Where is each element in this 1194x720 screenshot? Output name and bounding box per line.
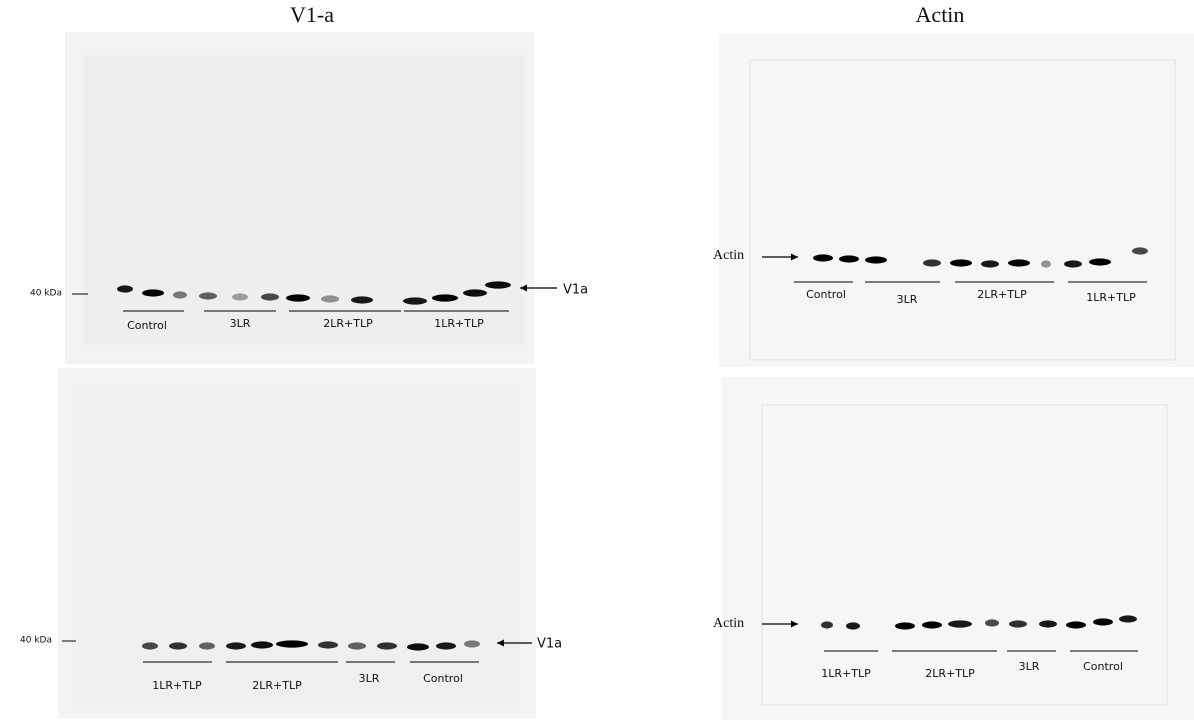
group-label: 1LR+TLP (1086, 291, 1136, 304)
target-label: Actin (713, 248, 744, 263)
group-label: Control (127, 319, 167, 332)
protein-band (251, 641, 273, 649)
protein-band (351, 296, 373, 304)
group-label: 1LR+TLP (434, 317, 484, 330)
protein-band (948, 620, 972, 628)
protein-band (169, 642, 187, 650)
protein-band (895, 622, 915, 630)
group-label: 2LR+TLP (977, 288, 1027, 301)
target-label: Actin (713, 616, 744, 631)
protein-band (199, 642, 215, 650)
protein-band (985, 619, 999, 627)
protein-band (436, 642, 456, 650)
group-label: 1LR+TLP (152, 679, 202, 692)
protein-band (432, 294, 458, 302)
protein-band (1039, 620, 1057, 628)
protein-band (142, 289, 164, 297)
group-label: 2LR+TLP (323, 317, 373, 330)
protein-band (1009, 620, 1027, 628)
protein-band (1093, 618, 1113, 626)
group-label: 3LR (359, 672, 380, 685)
protein-band (1089, 258, 1111, 266)
blot-membrane (722, 377, 1194, 720)
protein-band (464, 640, 480, 648)
group-label: 3LR (230, 317, 251, 330)
protein-band (1041, 260, 1051, 268)
blot-edge (761, 404, 1168, 706)
group-label: 3LR (897, 293, 918, 306)
protein-band (1008, 259, 1030, 267)
protein-band (923, 259, 941, 267)
protein-band (321, 295, 339, 303)
protein-band (813, 254, 833, 262)
protein-band (142, 642, 158, 650)
protein-band (485, 281, 511, 289)
protein-band (1066, 621, 1086, 629)
protein-band (821, 621, 833, 629)
group-label: 1LR+TLP (821, 667, 871, 680)
protein-band (173, 291, 187, 299)
protein-band (981, 260, 999, 268)
protein-band (348, 642, 366, 650)
protein-band (318, 641, 338, 649)
arrow-head (497, 639, 504, 647)
protein-band (199, 292, 217, 300)
arrow-head (520, 284, 527, 292)
protein-band (286, 294, 310, 302)
size-marker: 40 kDa (30, 289, 62, 299)
group-label: 2LR+TLP (252, 679, 302, 692)
group-label: 3LR (1019, 660, 1040, 673)
blot-edge (749, 59, 1176, 361)
size-marker: 40 kDa (20, 636, 52, 646)
protein-band (276, 640, 308, 648)
protein-band (1132, 247, 1148, 255)
protein-band (865, 256, 887, 264)
group-label: 2LR+TLP (925, 667, 975, 680)
blot-membrane (719, 34, 1194, 367)
protein-band (403, 297, 427, 305)
group-label: Control (806, 288, 846, 301)
column-title: Actin (916, 2, 965, 27)
protein-band (226, 642, 246, 650)
protein-band (1064, 260, 1082, 268)
protein-band (407, 643, 429, 651)
protein-band (232, 293, 248, 301)
group-label: Control (423, 672, 463, 685)
target-label: V1a (537, 637, 562, 652)
protein-band (922, 621, 942, 629)
target-label: V1a (563, 283, 588, 298)
arrow-head (791, 253, 798, 261)
protein-band (377, 642, 397, 650)
arrow-head (791, 620, 798, 628)
protein-band (839, 255, 859, 263)
protein-band (846, 622, 860, 630)
blot-lane-area (72, 385, 520, 705)
protein-band (117, 285, 133, 293)
column-title: V1-a (290, 2, 334, 27)
protein-band (950, 259, 972, 267)
protein-band (463, 289, 487, 297)
protein-band (261, 293, 279, 301)
group-label: Control (1083, 660, 1123, 673)
blot-lane-area (84, 55, 524, 345)
protein-band (1119, 615, 1137, 623)
